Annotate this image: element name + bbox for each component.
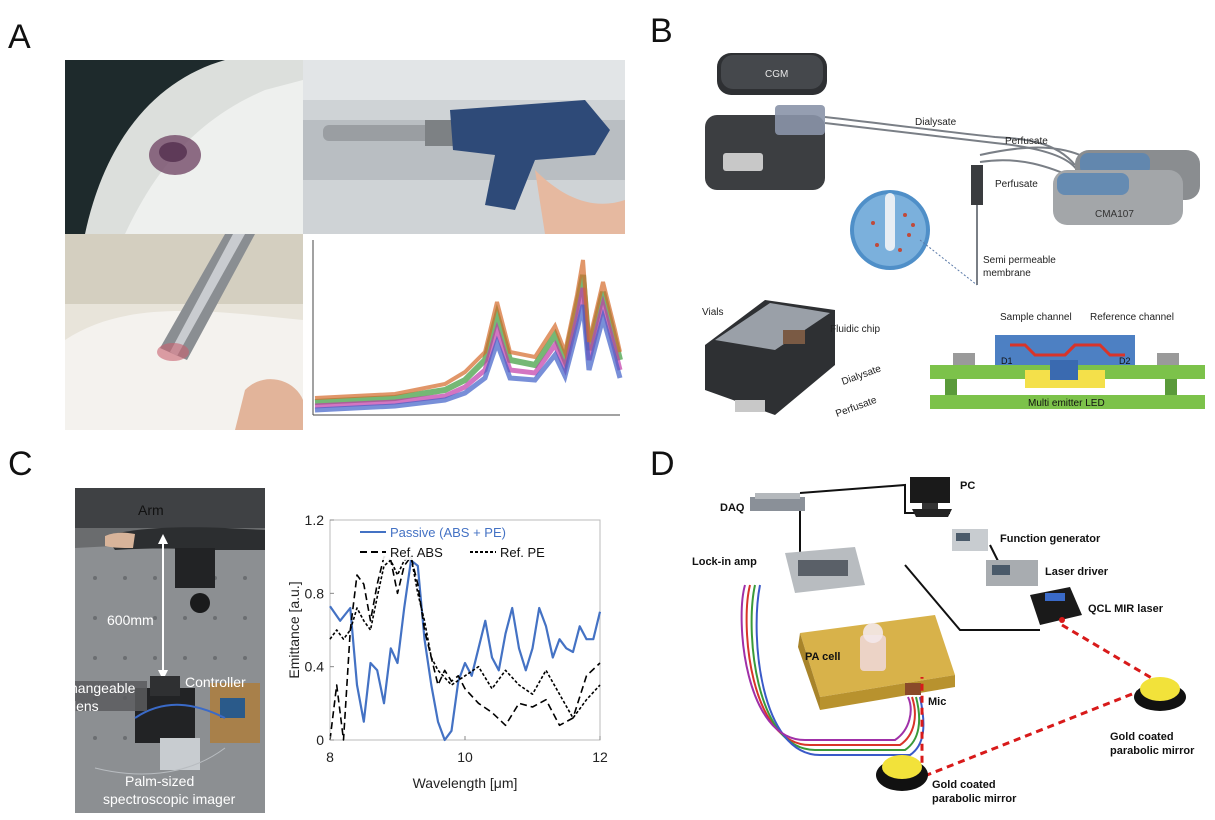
pc-device (910, 477, 952, 517)
photo-handheld-probe (303, 60, 625, 234)
laser-driver-label: Laser driver (1045, 566, 1109, 578)
photo-skin-bruise (65, 60, 303, 234)
y-tick-label: 0.8 (305, 585, 325, 601)
fluidic-chip-device (705, 300, 835, 415)
panel-letter-a: A (8, 18, 31, 56)
legend-label-2: Ref. ABS (390, 545, 443, 560)
qcl-laser-device (1030, 587, 1082, 625)
dialysate-label: Dialysate (915, 117, 957, 128)
lockin-device (785, 547, 865, 593)
daq-device (750, 493, 805, 511)
y-axis-label: Emittance [a.u.] (286, 581, 302, 678)
qcl-label: QCL MIR laser (1088, 603, 1164, 615)
mic-label: Mic (928, 696, 946, 708)
pump-label: CMA107 (1095, 209, 1134, 220)
mirror-left (876, 755, 928, 791)
pc-label: PC (960, 480, 975, 492)
perfusate-label-2: Perfusate (995, 179, 1038, 190)
panel-letter-d: D (650, 445, 675, 483)
series-line-2 (329, 555, 601, 741)
mirror-left-label-2: parabolic mirror (932, 793, 1017, 805)
imager-label-2: spectroscopic imager (103, 791, 236, 807)
function-generator-label: Function generator (1000, 533, 1101, 545)
photo-probe-on-animal (65, 234, 303, 430)
d2-label: D2 (1119, 356, 1131, 366)
led-label: Multi emitter LED (1028, 398, 1105, 409)
legend-box (355, 522, 540, 560)
daq-label: DAQ (720, 502, 745, 514)
d1-label: D1 (1001, 356, 1013, 366)
function-generator-device (952, 529, 988, 551)
membrane-magnified-view (850, 190, 978, 286)
mirror-left-label-1: Gold coated (932, 779, 996, 791)
panel-c-chart: 0 0.4 0.8 1.2 8 10 12 Wavelength [μm] Emittance … (285, 500, 615, 810)
y-tick-label: 0.4 (305, 659, 325, 675)
mirror-right-label-1: Gold coated (1110, 731, 1174, 743)
perfusate-chip-label: Perfusate (834, 395, 878, 420)
x-tick-label: 10 (457, 749, 473, 765)
photo-spectra-plot (303, 234, 625, 430)
membrane-label-2: membrane (983, 268, 1031, 279)
laser-driver-device (986, 560, 1038, 586)
series-line-3 (329, 555, 601, 719)
distance-label: 600mm (107, 612, 154, 628)
reference-channel-label: Reference channel (1090, 312, 1174, 323)
y-tick-label: 0 (316, 732, 324, 748)
perfusate-label-1: Perfusate (1005, 136, 1048, 147)
membrane-label-1: Semi permeable (983, 255, 1056, 266)
legend-label-1: Passive (ABS + PE) (390, 525, 506, 540)
arm-label: Arm (138, 502, 164, 518)
dialysate-chip-label: Dialysate (840, 363, 883, 388)
vials-label: Vials (702, 307, 724, 318)
chip-cross-section (930, 335, 1205, 409)
panel-b-figure: CGM Dialysate Perfusate Perfusate CMA107 (695, 45, 1210, 435)
lens-label-2: lens (75, 698, 99, 714)
fluidic-chip-label: Fluidic chip (830, 324, 880, 335)
panel-c-photo: Arm 600mm Interchangeable lens Controlle… (75, 488, 265, 813)
series-line-1 (329, 559, 602, 742)
x-tick-label: 8 (326, 749, 334, 765)
cgm-label: CGM (765, 69, 788, 80)
pa-cell-device (798, 615, 955, 710)
sample-channel-label: Sample channel (1000, 312, 1072, 323)
mirror-right (1134, 677, 1186, 711)
panel-d-figure: PC DAQ Function generator Lock-in amp La… (690, 465, 1215, 815)
lens-label-1: Interchangeable (75, 680, 136, 696)
mirror-right-label-2: parabolic mirror (1110, 745, 1195, 757)
panel-letter-b: B (650, 12, 673, 50)
cma107-pumps: CMA107 (1053, 150, 1200, 225)
controller-label: Controller (185, 674, 246, 690)
lockin-label: Lock-in amp (692, 556, 757, 568)
emittance-chart-svg: 0 0.4 0.8 1.2 8 10 12 Wavelength [μm] Emittance … (286, 512, 608, 791)
imager-label-1: Palm-sized (125, 773, 195, 789)
x-axis-label: Wavelength [μm] (413, 775, 518, 791)
pa-cell-label: PA cell (805, 651, 840, 663)
x-tick-label: 12 (592, 749, 608, 765)
y-tick-label: 1.2 (305, 512, 325, 528)
panel-letter-c: C (8, 445, 33, 483)
cgm-device: CGM (705, 53, 827, 190)
panel-a-figure (65, 60, 625, 430)
legend-label-3: Ref. PE (500, 545, 545, 560)
